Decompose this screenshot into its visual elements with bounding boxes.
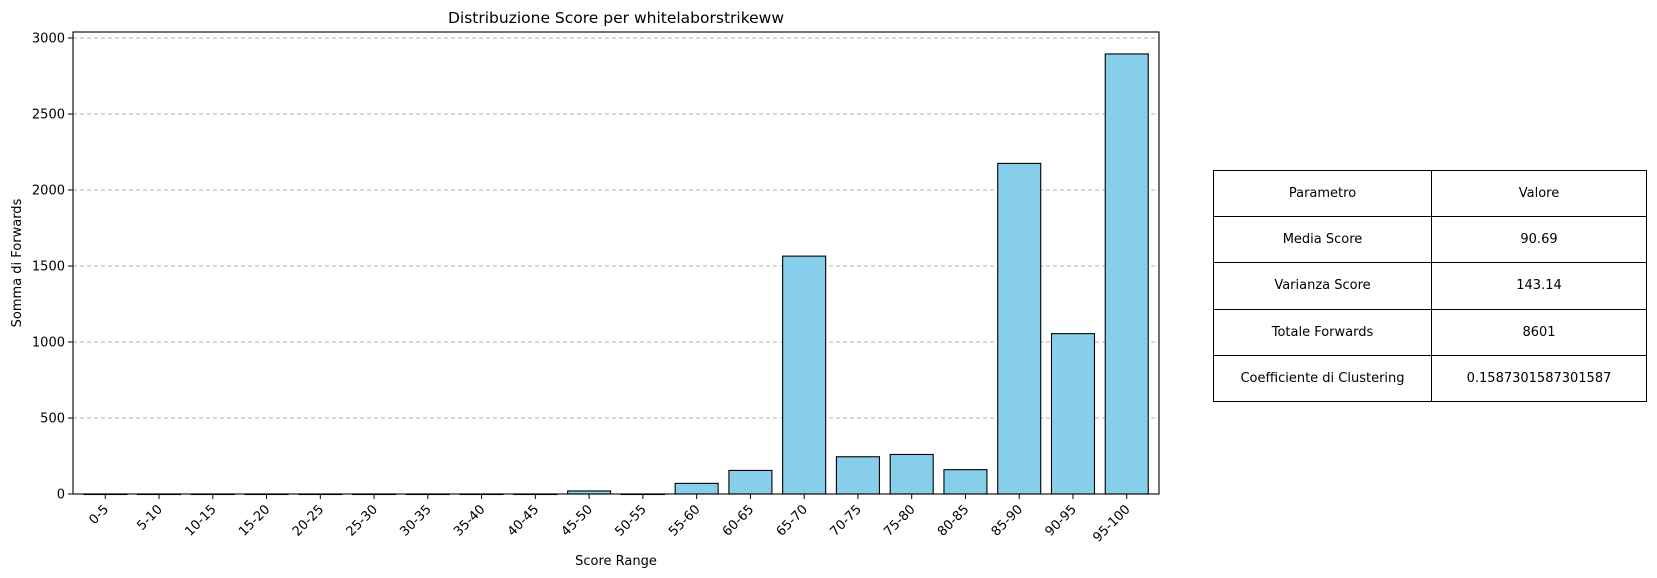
x-tick-label: 10-15 bbox=[182, 502, 219, 539]
y-tick-label: 2000 bbox=[32, 184, 65, 199]
table-row: Coefficiente di Clustering 0.15873015873… bbox=[1213, 354, 1647, 403]
chart-title: Distribuzione Score per whitelaborstrike… bbox=[448, 9, 784, 27]
header-cell-parametro: Parametro bbox=[1213, 169, 1432, 218]
x-axis-label: Score Range bbox=[575, 554, 657, 569]
table-row: Totale Forwards 8601 bbox=[1213, 308, 1647, 356]
plot-frame bbox=[72, 31, 1160, 495]
value-cell: 143.14 bbox=[1431, 262, 1647, 310]
param-cell: Totale Forwards bbox=[1213, 308, 1432, 356]
x-tick-label: 30-35 bbox=[397, 502, 434, 539]
table-header-row: Parametro Valore bbox=[1213, 169, 1647, 218]
y-tick-label: 2500 bbox=[32, 108, 65, 123]
param-cell: Coefficiente di Clustering bbox=[1213, 354, 1432, 403]
bar bbox=[1050, 333, 1096, 495]
x-tick-label: 90-95 bbox=[1042, 502, 1079, 539]
value-cell: 8601 bbox=[1431, 308, 1647, 356]
param-cell: Media Score bbox=[1213, 216, 1432, 264]
x-tick-label: 55-60 bbox=[666, 502, 703, 539]
x-tick-label: 50-55 bbox=[612, 502, 649, 539]
x-tick-label: 0-5 bbox=[86, 502, 112, 528]
y-tick-label: 1000 bbox=[32, 336, 65, 351]
bar bbox=[889, 453, 934, 495]
y-axis-label: Somma di Forwards bbox=[10, 198, 25, 327]
bar bbox=[835, 456, 880, 495]
y-tick-label: 0 bbox=[57, 488, 65, 503]
value-cell: 90.69 bbox=[1431, 216, 1647, 264]
stats-table: Parametro Valore Media Score 90.69 Varia… bbox=[1213, 169, 1647, 403]
value-cell: 0.1587301587301587 bbox=[1431, 354, 1647, 403]
y-tick-label: 500 bbox=[40, 412, 65, 427]
x-tick-label: 35-40 bbox=[451, 502, 488, 539]
header-cell-valore: Valore bbox=[1431, 169, 1647, 218]
x-tick-label: 70-75 bbox=[827, 502, 864, 539]
x-tick-label: 15-20 bbox=[236, 502, 273, 539]
bar bbox=[674, 482, 719, 495]
x-tick-label: 60-65 bbox=[720, 502, 757, 539]
x-tick-label: 75-80 bbox=[881, 502, 918, 539]
x-tick-label: 80-85 bbox=[935, 502, 972, 539]
bar bbox=[1104, 53, 1149, 495]
x-tick-label: 45-50 bbox=[559, 502, 596, 539]
stats-table-container: Parametro Valore Media Score 90.69 Varia… bbox=[1213, 169, 1647, 403]
x-tick-label: 20-25 bbox=[290, 502, 327, 539]
y-tick-label: 3000 bbox=[32, 32, 65, 47]
x-tick-label: 65-70 bbox=[774, 502, 811, 539]
bar bbox=[943, 469, 988, 495]
table-row: Media Score 90.69 bbox=[1213, 216, 1647, 264]
x-tick-label: 95-100 bbox=[1090, 502, 1133, 545]
x-tick-label: 25-30 bbox=[344, 502, 381, 539]
x-tick-label: 40-45 bbox=[505, 502, 542, 539]
y-tick-label: 1500 bbox=[32, 260, 65, 275]
param-cell: Varianza Score bbox=[1213, 262, 1432, 310]
x-tick-label: 5-10 bbox=[134, 502, 165, 533]
bar bbox=[782, 255, 827, 495]
x-tick-label: 85-90 bbox=[989, 502, 1026, 539]
bar bbox=[997, 162, 1042, 495]
table-row: Varianza Score 143.14 bbox=[1213, 262, 1647, 310]
bar bbox=[728, 469, 773, 495]
